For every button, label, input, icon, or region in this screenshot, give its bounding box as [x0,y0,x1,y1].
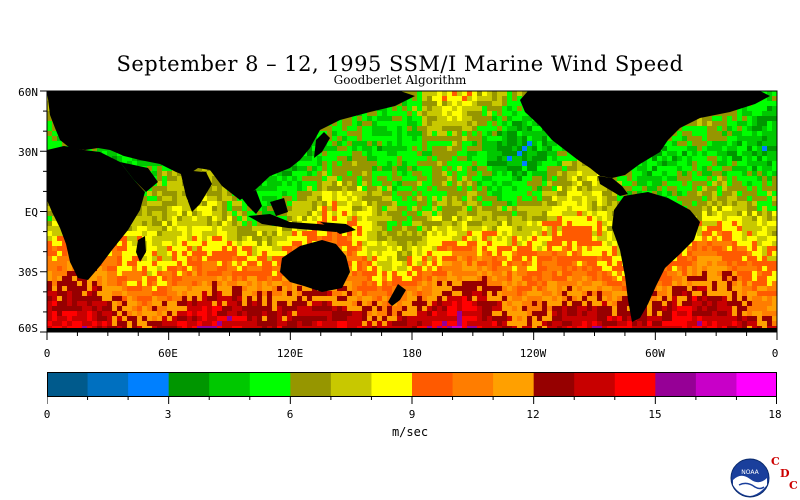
colorbar-bin [128,372,170,396]
colorbar-label-6: 6 [286,408,294,421]
colorbar-bin [209,372,251,396]
landmass-australia [280,240,350,292]
figure-title: September 8 – 12, 1995 SSM/I Marine Wind… [116,52,684,76]
colorbar-bin [87,372,129,396]
colorbar-label-3: 3 [164,408,172,421]
colorbar-bin [412,372,454,396]
colorbar-bin [614,372,656,396]
lat-label-60s: 60S [18,322,38,335]
colorbar-bin [695,372,737,396]
cdc-letter-c2: C [789,479,798,492]
colorbar-bin [533,372,575,396]
colorbar-units: m/sec [391,425,429,439]
lon-label-0: 0 [43,347,51,360]
colorbar-bin [452,372,494,396]
landmass-south-america [612,192,700,322]
landmass-africa [47,146,145,280]
landmass-new-zealand [388,284,406,306]
colorbar-bin [168,372,210,396]
lon-label-0-east: 0 [771,347,779,360]
colorbar-bin [574,372,616,396]
lat-label-30n: 30N [18,146,38,159]
colorbar-label-18: 18 [768,408,782,421]
landmass-japan [314,132,330,158]
noaa-logo-text: NOAA [741,469,759,476]
axis-ticks [40,90,778,340]
land-masses [47,91,777,332]
landmass-north-america [520,91,770,178]
lon-label-120e: 120E [276,347,304,360]
colorbar-bin [655,372,697,396]
figure-subtitle: Goodberlet Algorithm [333,73,467,87]
colorbar-label-12: 12 [526,408,540,421]
landmass-new-guinea [320,222,356,234]
lat-label-30s: 30S [18,266,38,279]
colorbar-label-15: 15 [648,408,662,421]
colorbar-bin [249,372,291,396]
colorbar-bin [290,372,332,396]
landmass-indonesia [248,214,340,232]
colorbar-label-0: 0 [43,408,51,421]
landmass-borneo [270,198,288,216]
landmass-antarctica [47,328,777,332]
landmass-eurasia [47,91,415,200]
landmass-india [180,170,212,212]
colorbar-bin [736,372,777,396]
lon-label-180: 180 [402,347,422,360]
landmass-arabia [120,162,158,192]
landmass-central-america [598,176,628,196]
lon-label-60w: 60W [645,347,665,360]
lon-label-60e: 60E [158,347,178,360]
colorbar-label-9: 9 [408,408,416,421]
cdc-letter-d: D [780,467,790,480]
lat-label-eq: EQ [24,206,38,219]
colorbar [47,372,777,404]
lon-label-120w: 120W [519,347,547,360]
lat-label-60n: 60N [18,86,38,99]
landmass-greenland [640,91,720,112]
landmass-southeast-asia [240,190,262,214]
noaa-logo-icon: NOAA [730,458,770,498]
colorbar-bin [371,372,413,396]
colorbar-bin [47,372,89,396]
colorbar-bin [330,372,372,396]
cdc-letter-c1: C [771,455,780,468]
colorbar-bin [493,372,535,396]
landmass-madagascar [136,236,146,262]
